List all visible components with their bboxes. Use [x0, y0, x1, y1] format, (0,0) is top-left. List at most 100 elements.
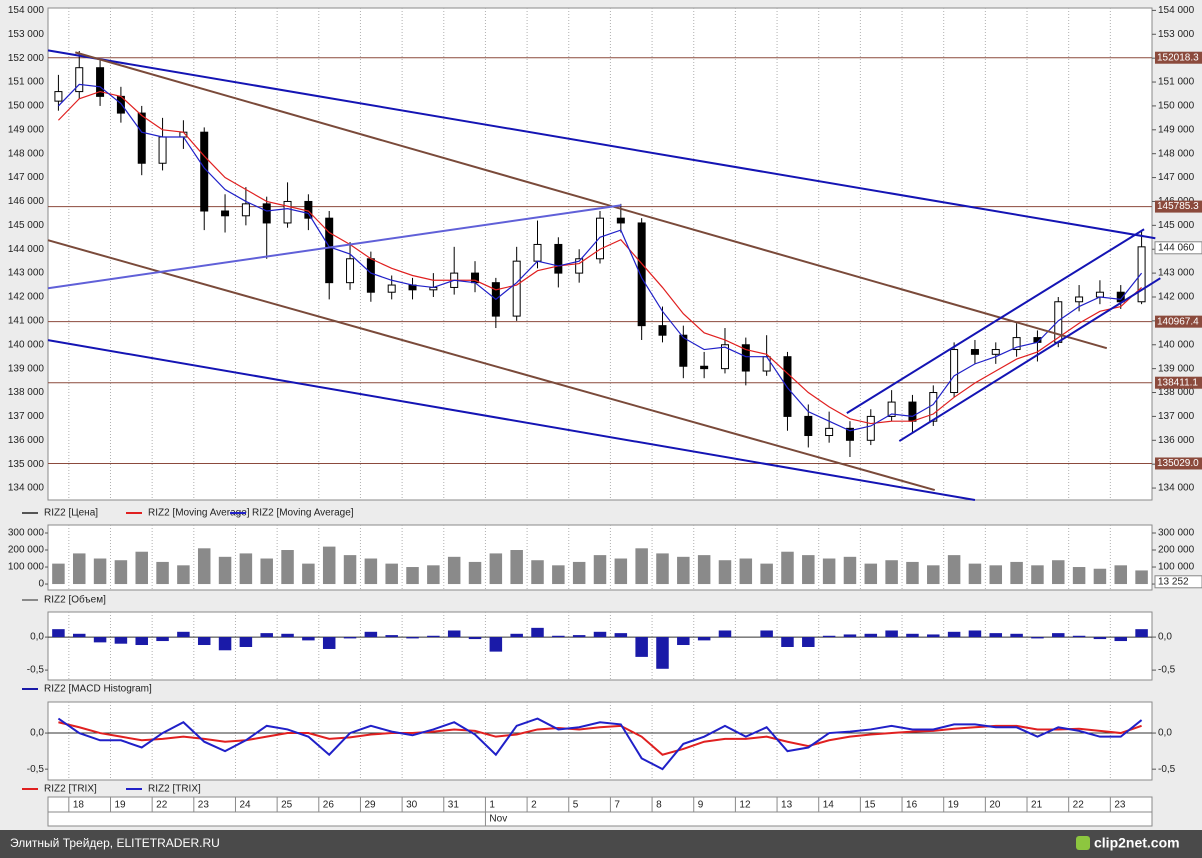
- bar: [677, 556, 690, 585]
- footer-logo: clip2net.com: [1094, 835, 1180, 851]
- bar: [885, 560, 898, 585]
- candle-body: [262, 203, 271, 224]
- bar: [697, 555, 711, 585]
- bar: [906, 561, 919, 585]
- candle-body: [346, 258, 355, 284]
- bar: [968, 563, 982, 585]
- footer-text: Элитный Трейдер, ELITETRADER.RU: [10, 836, 220, 850]
- last-box: [1154, 241, 1202, 255]
- series-line: [57, 83, 1143, 432]
- x-tick-label: 25: [281, 800, 293, 811]
- y-tick-label: 139 000: [8, 363, 45, 374]
- x-tick-label: 24: [239, 800, 251, 811]
- candle-body: [1095, 291, 1104, 298]
- bar: [447, 556, 461, 585]
- x-tick-label: 31: [448, 800, 460, 811]
- y-tick-label-right: 153 000: [1158, 29, 1195, 40]
- bar: [864, 633, 878, 638]
- bar: [197, 548, 211, 585]
- y-tick-label: 140 000: [8, 339, 45, 350]
- y-tick-label-right: 139 000: [1158, 363, 1195, 374]
- last-label: 13 252: [1158, 576, 1189, 587]
- bar: [802, 637, 815, 647]
- bar: [1093, 637, 1107, 640]
- y-tick-label: 154 000: [8, 5, 45, 16]
- y-tick-label: 145 000: [8, 220, 45, 231]
- y-tick-label: 137 000: [8, 411, 45, 422]
- x-tick-label: 2: [531, 800, 537, 811]
- bar: [822, 635, 836, 638]
- y-tick-label: 0,0: [30, 728, 44, 739]
- y-tick-label-right: 136 000: [1158, 435, 1195, 446]
- candle-body: [991, 349, 1000, 355]
- y-tick-label-right: 143 000: [1158, 268, 1195, 279]
- bar: [677, 637, 690, 646]
- bar: [468, 561, 482, 585]
- bar: [72, 633, 86, 638]
- bar: [1135, 570, 1148, 585]
- bar: [489, 553, 503, 585]
- y-tick-label: -0,5: [27, 764, 45, 775]
- bar: [177, 565, 190, 585]
- x-tick-label: 12: [739, 800, 751, 811]
- level-label: 140967.4: [1157, 316, 1199, 327]
- trendline: [47, 239, 936, 492]
- level-label: 138411.1: [1157, 377, 1198, 388]
- bar: [364, 558, 378, 585]
- level-label: 145785.3: [1157, 201, 1199, 212]
- x-tick-label: 22: [156, 800, 168, 811]
- bar: [968, 630, 982, 638]
- x-tick-label: 7: [614, 800, 620, 811]
- candle-body: [1075, 296, 1084, 303]
- month-label: Nov: [489, 814, 507, 825]
- trendline: [47, 339, 976, 502]
- y-tick-label: 141 000: [8, 316, 45, 327]
- bar: [114, 637, 128, 644]
- footer-bar: [0, 830, 1202, 858]
- y-tick-label: 138 000: [8, 387, 45, 398]
- bar: [343, 637, 357, 639]
- candle-body: [762, 356, 771, 372]
- bar: [906, 633, 919, 638]
- bar: [718, 560, 732, 585]
- y-tick-label: 149 000: [8, 124, 45, 135]
- candle-body: [950, 349, 959, 394]
- candle-body: [512, 260, 521, 317]
- y-tick-label: 136 000: [8, 435, 45, 446]
- bar: [531, 560, 544, 585]
- trendline: [898, 277, 1161, 442]
- level-label: 152018.3: [1157, 52, 1199, 63]
- bar: [72, 553, 86, 585]
- y-tick-label-right: 0,0: [1158, 728, 1172, 739]
- x-tick-label: 14: [823, 800, 835, 811]
- candle-body: [137, 112, 146, 164]
- bar: [572, 635, 586, 638]
- level-box: [1155, 315, 1202, 328]
- bar: [614, 633, 628, 638]
- bar: [1114, 637, 1128, 642]
- bar: [135, 637, 148, 646]
- series-line: [57, 717, 1143, 771]
- bar: [322, 637, 336, 649]
- candle-body: [54, 91, 63, 102]
- candle-body: [158, 136, 167, 164]
- y-tick-label-right: 300 000: [1158, 528, 1195, 539]
- y-tick-label-right: 0,0: [1158, 632, 1172, 643]
- y-tick-label-right: 145 000: [1158, 220, 1195, 231]
- legend-label: RIZ2 [MACD Histogram]: [44, 684, 152, 695]
- bar: [239, 637, 253, 647]
- bar: [489, 637, 503, 652]
- series-line: [58, 721, 1142, 756]
- y-tick-label: -0,5: [27, 665, 45, 676]
- y-tick-label: 135 000: [8, 459, 45, 470]
- bar: [1114, 565, 1128, 585]
- bar: [593, 631, 607, 638]
- panel: [47, 611, 1153, 681]
- bar: [1072, 567, 1086, 585]
- bar: [1010, 633, 1023, 638]
- y-tick-label: 300 000: [8, 528, 45, 539]
- bar: [1010, 561, 1023, 585]
- bar: [760, 630, 773, 638]
- y-tick-label-right: -0,5: [1158, 764, 1176, 775]
- y-tick-label-right: 138 000: [1158, 387, 1195, 398]
